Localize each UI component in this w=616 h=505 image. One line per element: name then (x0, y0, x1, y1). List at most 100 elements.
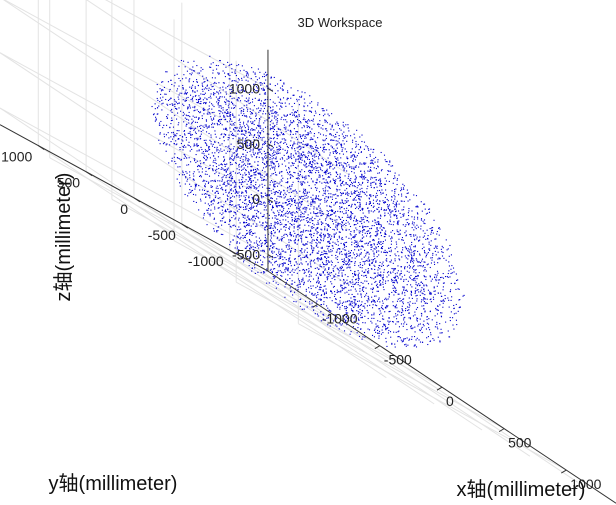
data-point (322, 240, 324, 242)
data-point (352, 273, 354, 275)
data-point (379, 261, 381, 263)
data-point (310, 271, 312, 273)
data-point (257, 203, 259, 205)
data-point (229, 197, 231, 199)
data-point (341, 164, 343, 166)
data-point (288, 257, 290, 260)
data-point (199, 98, 202, 100)
data-point (162, 96, 164, 98)
data-point (168, 90, 171, 92)
data-point (250, 175, 252, 177)
data-point (332, 228, 334, 230)
data-point (330, 281, 332, 283)
data-point (227, 105, 229, 107)
data-point (361, 338, 363, 340)
data-point (242, 174, 244, 176)
data-point (213, 94, 215, 96)
data-point (334, 226, 337, 228)
data-point (427, 323, 430, 325)
data-point (201, 193, 203, 195)
data-point (316, 207, 318, 209)
data-point (212, 203, 214, 205)
data-point (248, 200, 251, 202)
data-point (250, 169, 253, 171)
data-point (278, 190, 280, 192)
data-point (242, 206, 244, 208)
data-point (385, 327, 387, 330)
data-point (161, 103, 163, 105)
data-point (224, 210, 226, 212)
data-point (273, 163, 275, 165)
data-point (316, 178, 318, 180)
data-point (335, 251, 337, 253)
data-point (350, 155, 352, 157)
data-point (159, 132, 161, 134)
data-point (210, 93, 212, 95)
data-point (371, 262, 373, 264)
data-point (318, 176, 320, 178)
data-point (327, 176, 329, 179)
data-point (203, 212, 205, 215)
data-point (332, 168, 334, 170)
data-point (221, 164, 223, 166)
data-point (162, 89, 164, 91)
data-point (158, 105, 160, 107)
data-point (260, 108, 262, 110)
data-point (357, 270, 359, 272)
data-point (408, 207, 410, 210)
data-point (310, 266, 312, 268)
data-point (260, 250, 262, 252)
data-point (239, 145, 241, 147)
data-point (309, 242, 311, 244)
data-point (301, 157, 303, 159)
data-point (218, 72, 220, 74)
data-point (159, 143, 161, 145)
data-point (247, 171, 250, 173)
data-point (301, 169, 303, 171)
data-point (210, 136, 212, 138)
data-point (413, 254, 415, 256)
data-point (354, 235, 356, 238)
data-point (394, 192, 396, 194)
data-point (278, 149, 280, 151)
data-point (430, 292, 432, 294)
data-point (251, 202, 254, 204)
data-point (318, 132, 320, 134)
data-point (266, 194, 268, 196)
data-point (353, 217, 355, 219)
data-point (316, 147, 318, 149)
data-point (423, 297, 425, 299)
data-point (241, 213, 243, 216)
data-point (358, 249, 360, 251)
data-point (227, 209, 229, 211)
data-point (354, 274, 357, 276)
data-point (353, 296, 355, 298)
data-point (407, 192, 409, 194)
data-point (309, 219, 311, 221)
data-point (261, 203, 263, 205)
data-point (337, 210, 339, 212)
data-point (341, 323, 344, 325)
data-point (349, 263, 351, 265)
data-point (360, 230, 362, 232)
data-point (260, 272, 262, 274)
data-point (296, 131, 298, 133)
data-point (275, 116, 277, 118)
data-point (319, 274, 321, 277)
data-point (311, 302, 313, 304)
data-point (195, 201, 197, 204)
data-point (234, 212, 236, 214)
data-point (332, 247, 334, 249)
data-point (256, 108, 258, 110)
data-point (303, 219, 305, 221)
data-point (359, 204, 361, 206)
data-point (354, 257, 356, 259)
data-point (414, 314, 416, 316)
data-point (328, 115, 330, 117)
data-point (241, 161, 243, 163)
data-point (221, 224, 223, 226)
data-point (218, 119, 220, 121)
data-point (258, 256, 260, 258)
data-point (206, 150, 208, 152)
data-point (361, 187, 363, 189)
